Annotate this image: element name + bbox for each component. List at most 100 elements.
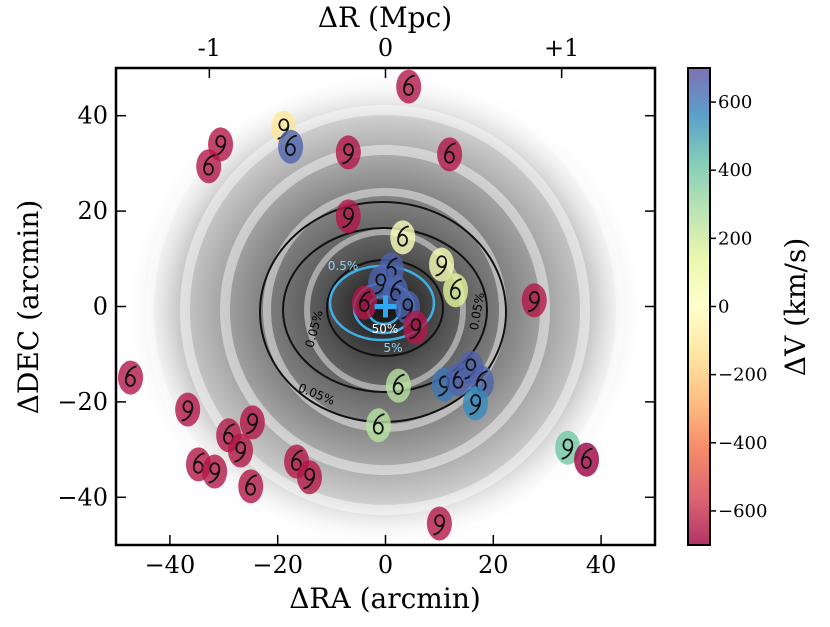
galaxy <box>385 368 411 403</box>
galaxy-spiral <box>469 394 482 416</box>
galaxy-body <box>297 460 323 495</box>
galaxy-spiral <box>203 154 215 176</box>
galaxy-spiral <box>392 373 405 395</box>
galaxy-spiral <box>214 135 227 157</box>
x-tick-label: 0 <box>378 551 393 579</box>
colorbar-tick-label: 0 <box>718 297 729 318</box>
galaxy-body <box>238 469 264 504</box>
y-tick-label: 40 <box>77 102 108 130</box>
galaxy <box>403 310 429 345</box>
galaxy-spiral <box>372 413 385 435</box>
galaxy-body <box>443 273 469 308</box>
galaxy <box>365 408 391 443</box>
galaxy-spiral <box>452 367 465 389</box>
galaxy-body <box>390 220 416 255</box>
x2-tick-label: +1 <box>544 34 579 62</box>
galaxy-spiral <box>444 142 456 164</box>
colorbar-tick-label: −200 <box>718 365 767 386</box>
galaxy-spiral <box>181 400 194 422</box>
galaxy-spiral <box>285 134 297 156</box>
galaxy-spiral <box>192 452 205 474</box>
contour-label: 0.05% <box>467 291 487 331</box>
galaxy-body <box>555 430 581 465</box>
colorbar-tick-label: −600 <box>718 501 767 522</box>
x-axis-label: ΔRA (arcmin) <box>289 582 481 615</box>
galaxy-body <box>351 285 377 320</box>
galaxy <box>574 442 600 477</box>
contour-label: 0.5% <box>328 259 359 273</box>
galaxy-spiral <box>303 468 316 490</box>
x-tick-label: −40 <box>145 551 196 579</box>
galaxy-body <box>239 405 265 440</box>
galaxy <box>335 199 361 234</box>
galaxy-body <box>335 135 361 170</box>
galaxy <box>463 386 489 421</box>
y-tick-label: 0 <box>93 293 108 321</box>
galaxy-body <box>365 408 391 443</box>
galaxy <box>118 360 144 395</box>
galaxy <box>351 285 377 320</box>
galaxy-spiral <box>403 74 415 96</box>
galaxy-spiral <box>234 441 247 463</box>
galaxy <box>443 273 469 308</box>
x-tick-label: 20 <box>478 551 509 579</box>
galaxy <box>437 137 463 172</box>
galaxy-body <box>463 386 489 421</box>
contour-label: 50% <box>372 322 399 336</box>
galaxy-body <box>426 506 452 541</box>
galaxy <box>228 433 254 468</box>
galaxy-spiral <box>401 298 414 320</box>
x-tick-label: 40 <box>586 551 617 579</box>
galaxy <box>396 69 422 104</box>
galaxy-body <box>429 247 455 282</box>
x2-axis-label: ΔR (Mpc) <box>318 1 452 34</box>
galaxy-body <box>385 368 411 403</box>
y-axis-label: ΔDEC (arcmin) <box>12 200 45 415</box>
galaxy <box>426 506 452 541</box>
galaxy <box>429 247 455 282</box>
colorbar <box>687 67 711 546</box>
galaxy-body <box>403 310 429 345</box>
galaxy-spiral <box>124 365 137 387</box>
galaxy-spiral <box>433 514 445 536</box>
colorbar-tick-label: 600 <box>718 92 752 113</box>
galaxy-spiral <box>208 462 221 484</box>
galaxy-spiral <box>358 290 371 312</box>
y-tick-label: −20 <box>57 388 108 416</box>
galaxy <box>555 430 581 465</box>
galaxy-spiral <box>397 225 410 247</box>
y-tick-label: −40 <box>57 483 108 511</box>
colorbar-tick-label: 400 <box>718 160 752 181</box>
galaxy-body <box>396 69 422 104</box>
colorbar-label: ΔV (km/s) <box>779 238 812 377</box>
galaxy-spiral <box>342 143 354 165</box>
galaxy-spiral <box>409 318 422 340</box>
galaxy-body <box>175 392 201 427</box>
galaxy <box>521 283 547 318</box>
galaxy-body <box>335 199 361 234</box>
galaxy-body <box>228 433 254 468</box>
galaxy-spiral <box>475 370 488 392</box>
galaxy-body <box>196 149 222 184</box>
galaxy-spiral <box>561 438 574 460</box>
y-tick-label: 20 <box>77 197 108 225</box>
galaxy-body <box>521 283 547 318</box>
galaxy <box>175 392 201 427</box>
galaxy-spiral <box>342 207 354 229</box>
galaxy <box>196 149 222 184</box>
galaxy-body <box>202 454 228 489</box>
galaxy-body <box>118 360 144 395</box>
galaxy-spiral <box>527 291 540 313</box>
galaxy-spiral <box>450 278 462 300</box>
galaxy <box>278 129 304 164</box>
galaxy <box>335 135 361 170</box>
galaxy-body <box>574 442 600 477</box>
galaxy-spiral <box>246 413 258 435</box>
galaxy <box>297 460 323 495</box>
x-tick-label: −20 <box>252 551 303 579</box>
galaxy-body <box>437 137 463 172</box>
colorbar-tick-label: −400 <box>718 433 767 454</box>
galaxy <box>390 220 416 255</box>
galaxy-body <box>278 129 304 164</box>
